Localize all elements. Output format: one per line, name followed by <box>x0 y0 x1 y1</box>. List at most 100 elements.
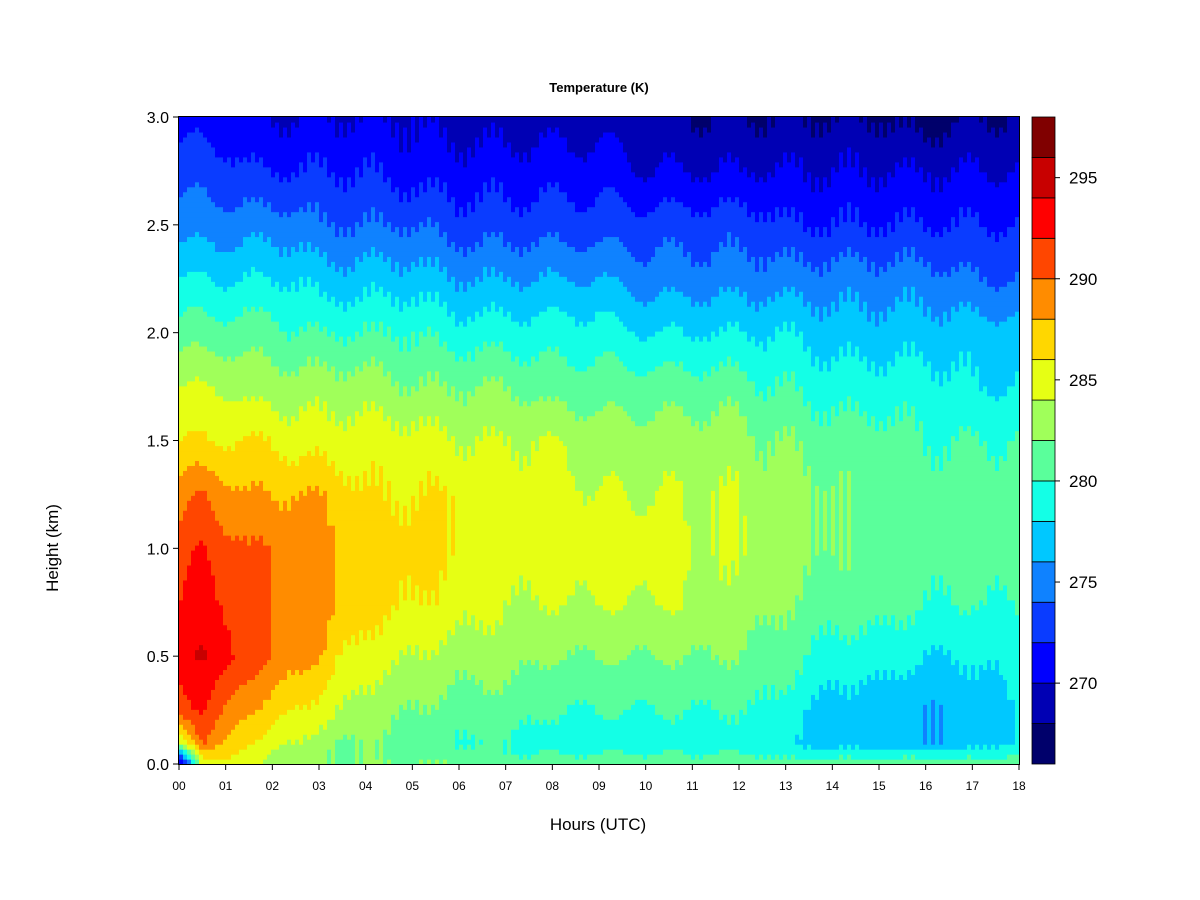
heatmap-cell <box>263 480 268 486</box>
heatmap-cell <box>295 137 300 143</box>
heatmap-cell <box>215 630 220 636</box>
heatmap-cell <box>219 729 224 735</box>
heatmap-cell <box>207 236 212 242</box>
heatmap-cell <box>299 291 304 297</box>
heatmap-cell <box>267 525 272 531</box>
heatmap-cell <box>255 366 260 372</box>
heatmap-cell <box>243 630 248 636</box>
heatmap-cell <box>203 301 208 307</box>
heatmap-cell <box>195 376 200 382</box>
heatmap-cell <box>239 615 244 621</box>
heatmap-cell <box>235 411 240 417</box>
heatmap-cell <box>215 525 220 531</box>
heatmap-cell <box>187 391 192 397</box>
heatmap-cell <box>251 401 256 407</box>
heatmap-cell <box>279 600 284 606</box>
heatmap-cell <box>271 167 276 173</box>
heatmap-cell <box>199 251 204 257</box>
heatmap-cell <box>311 455 316 461</box>
heatmap-cell <box>247 744 252 750</box>
heatmap-cell <box>279 645 284 651</box>
heatmap-cell <box>219 500 224 506</box>
heatmap-cell <box>291 416 296 422</box>
heatmap-cell <box>319 485 324 491</box>
heatmap-cell <box>263 421 268 427</box>
heatmap-cell <box>279 729 284 735</box>
heatmap-cell <box>283 615 288 621</box>
heatmap-cell <box>263 426 268 432</box>
heatmap-cell <box>235 460 240 466</box>
heatmap-cell <box>271 455 276 461</box>
heatmap-cell <box>295 505 300 511</box>
heatmap-cell <box>251 540 256 546</box>
heatmap-cell <box>259 500 264 506</box>
heatmap-cell <box>247 226 252 232</box>
heatmap-cell <box>259 316 264 322</box>
heatmap-cell <box>307 321 312 327</box>
heatmap-cell <box>215 251 220 257</box>
heatmap-cell <box>303 630 308 636</box>
heatmap-cell <box>195 311 200 317</box>
heatmap-cell <box>231 416 236 422</box>
heatmap-cell <box>179 256 184 262</box>
heatmap-cell <box>323 431 328 437</box>
heatmap-cell <box>231 580 236 586</box>
heatmap-cell <box>227 212 232 218</box>
heatmap-cell <box>219 356 224 362</box>
heatmap-cell <box>227 256 232 262</box>
heatmap-cell <box>315 689 320 695</box>
heatmap-cell <box>207 515 212 521</box>
heatmap-cell <box>207 645 212 651</box>
heatmap-cell <box>239 306 244 312</box>
heatmap-cell <box>279 575 284 581</box>
heatmap-cell <box>303 371 308 377</box>
heatmap-cell <box>323 744 328 750</box>
heatmap-cell <box>259 241 264 247</box>
heatmap-cell <box>239 202 244 208</box>
heatmap-cell <box>183 679 188 685</box>
heatmap-cell <box>295 366 300 372</box>
heatmap-cell <box>279 222 284 228</box>
heatmap-cell <box>247 396 252 402</box>
heatmap-cell <box>271 256 276 262</box>
heatmap-cell <box>315 714 320 720</box>
heatmap-cell <box>259 744 264 750</box>
heatmap-cell <box>199 635 204 641</box>
heatmap-cell <box>331 694 336 700</box>
heatmap-cell <box>287 361 292 367</box>
heatmap-cell <box>259 694 264 700</box>
heatmap-cell <box>267 192 272 198</box>
heatmap-cell <box>227 759 232 765</box>
heatmap-cell <box>287 147 292 153</box>
heatmap-cell <box>195 411 200 417</box>
heatmap-cell <box>283 674 288 680</box>
heatmap-cell <box>303 266 308 272</box>
heatmap-cell <box>223 759 228 765</box>
heatmap-cell <box>195 625 200 631</box>
heatmap-cell <box>307 615 312 621</box>
heatmap-cell <box>203 256 208 262</box>
heatmap-cell <box>183 416 188 422</box>
heatmap-cell <box>191 266 196 272</box>
heatmap-cell <box>179 525 184 531</box>
heatmap-cell <box>227 321 232 327</box>
heatmap-cell <box>211 694 216 700</box>
heatmap-cell <box>299 341 304 347</box>
heatmap-cell <box>179 177 184 183</box>
heatmap-cell <box>271 152 276 158</box>
heatmap-cell <box>215 426 220 432</box>
heatmap-cell <box>223 460 228 466</box>
heatmap-cell <box>259 301 264 307</box>
heatmap-cell <box>227 351 232 357</box>
heatmap-cell <box>315 152 320 158</box>
heatmap-cell <box>327 142 332 148</box>
heatmap-cell <box>279 401 284 407</box>
heatmap-cell <box>311 689 316 695</box>
heatmap-cell <box>179 301 184 307</box>
heatmap-cell <box>207 620 212 626</box>
heatmap-cell <box>275 500 280 506</box>
heatmap-cell <box>271 450 276 456</box>
heatmap-cell <box>199 465 204 471</box>
heatmap-cell <box>231 306 236 312</box>
heatmap-cell <box>299 520 304 526</box>
